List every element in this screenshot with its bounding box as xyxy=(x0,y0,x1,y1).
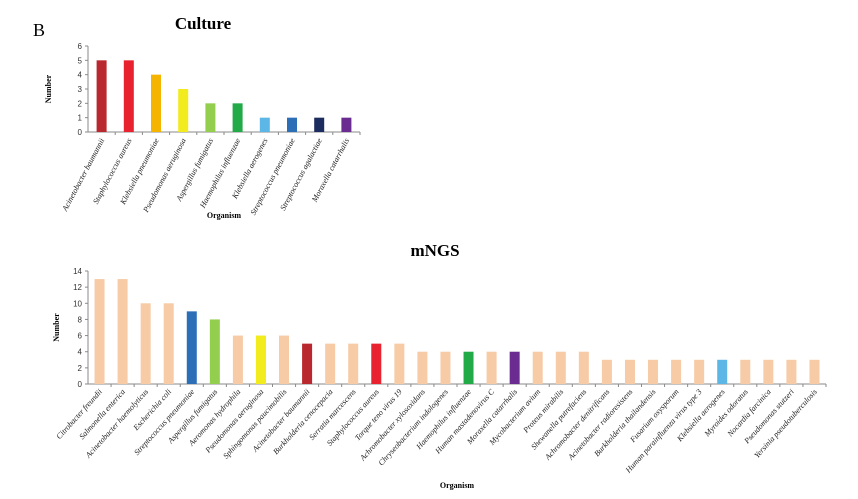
culture-bar xyxy=(287,117,297,132)
mngs-bar xyxy=(486,351,497,384)
mngs-bar xyxy=(348,343,359,384)
culture-chart-title: Culture xyxy=(175,14,232,33)
mngs-bar xyxy=(648,359,659,384)
mngs-bar xyxy=(140,303,151,384)
mngs-y-tick-label: 14 xyxy=(73,267,82,276)
mngs-bar xyxy=(578,351,589,384)
mngs-y-tick-label: 0 xyxy=(78,380,83,389)
mngs-category-label: Proteus mirabilis xyxy=(521,387,565,435)
culture-bar xyxy=(341,117,352,132)
culture-y-tick-label: 3 xyxy=(78,85,83,94)
mngs-bar xyxy=(209,319,220,384)
culture-bar xyxy=(151,74,161,132)
mngs-bar xyxy=(325,343,336,384)
mngs-bar xyxy=(117,279,128,384)
culture-y-tick-label: 5 xyxy=(78,56,83,65)
culture-y-tick-label: 1 xyxy=(78,114,83,123)
mngs-bar xyxy=(94,279,105,384)
culture-bar xyxy=(123,60,134,133)
mngs-bar xyxy=(601,359,612,384)
mngs-y-tick-label: 6 xyxy=(78,332,83,341)
mngs-y-tick-label: 2 xyxy=(78,364,83,373)
culture-bar xyxy=(259,117,270,132)
mngs-bar xyxy=(371,343,382,384)
mngs-y-tick-label: 4 xyxy=(78,348,83,357)
mngs-y-tick-label: 12 xyxy=(73,283,82,292)
mngs-bar xyxy=(463,351,474,384)
culture-x-axis-title: Organism xyxy=(207,211,242,220)
culture-bar xyxy=(314,117,325,132)
culture-y-tick-label: 2 xyxy=(78,99,83,108)
panel-label: B xyxy=(33,20,46,40)
mngs-bar xyxy=(740,359,751,384)
mngs-y-tick-label: 10 xyxy=(73,299,82,308)
mngs-chart-title: mNGS xyxy=(410,241,459,260)
mngs-bar xyxy=(555,351,566,384)
mngs-bar xyxy=(809,359,820,384)
mngs-y-tick-label: 8 xyxy=(78,315,83,324)
mngs-bar xyxy=(394,343,405,384)
culture-y-axis-title: Number xyxy=(44,74,53,103)
mngs-bar xyxy=(786,359,797,384)
mngs-bar xyxy=(186,311,197,384)
mngs-bar xyxy=(717,359,728,384)
culture-y-tick-label: 4 xyxy=(78,71,83,80)
mngs-bar xyxy=(763,359,774,384)
mngs-bar xyxy=(694,359,705,384)
mngs-bar xyxy=(302,343,313,384)
mngs-bar xyxy=(624,359,635,384)
mngs-bar xyxy=(671,359,682,384)
mngs-bar xyxy=(440,351,451,384)
mngs-y-axis-title: Number xyxy=(52,313,61,342)
culture-bar xyxy=(205,103,216,132)
culture-y-tick-label: 6 xyxy=(78,42,83,51)
mngs-bar xyxy=(532,351,543,384)
mngs-bar xyxy=(232,335,243,384)
mngs-bar xyxy=(509,351,520,384)
mngs-bar xyxy=(279,335,290,384)
mngs-bar xyxy=(163,303,174,384)
culture-bar xyxy=(96,60,107,133)
culture-bar xyxy=(232,103,243,132)
culture-y-tick-label: 0 xyxy=(78,128,83,137)
mngs-x-axis-title: Organism xyxy=(440,481,475,490)
culture-bar xyxy=(178,89,189,132)
mngs-bar xyxy=(417,351,428,384)
mngs-bar xyxy=(255,335,266,384)
